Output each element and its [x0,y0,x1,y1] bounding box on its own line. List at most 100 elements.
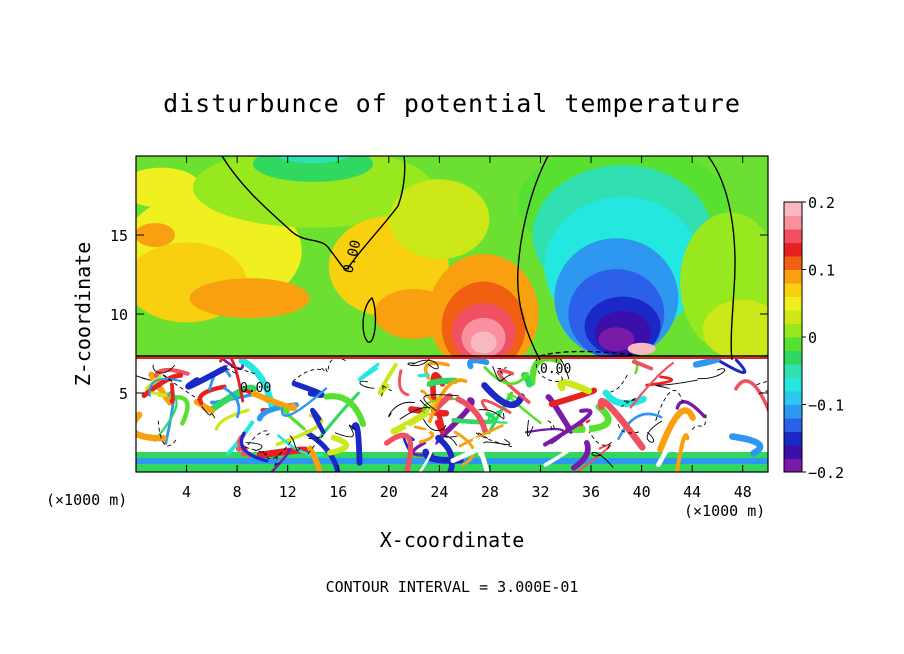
field-contour-fill [136,167,202,208]
contour-interval-note: CONTOUR INTERVAL = 3.000E-01 [326,578,579,596]
turbulence-streak [645,375,674,387]
plot-area [136,156,768,472]
turbulence-contour [388,401,415,418]
turbulence-streak [153,367,190,378]
turbulence-contour [691,414,707,431]
x-tick-label: 36 [582,483,600,501]
turbulence-contour [307,435,324,455]
turbulence-streak [270,448,292,472]
turbulence-streak [571,403,612,434]
zero-contour-line [707,156,736,361]
turbulence-contour [334,424,356,438]
chart-title: disturbunce of potential temperature [163,89,741,118]
colorbar-swatch [784,337,802,351]
turbulence-streak [384,432,414,472]
field-blobs [136,156,768,374]
turbulence-streak [197,384,227,406]
turbulence-contour [483,438,511,445]
x-axis-unit-left: (×1000 m) [46,491,127,509]
colorbar-tick-label: 0.1 [808,262,835,280]
colorbar: 0.2 0.1 0 −0.1 −0.2 [783,194,844,482]
turbulence-streak [570,440,591,471]
x-tick-label: 40 [633,483,651,501]
turbulence-streak [483,365,529,385]
turbulence-contour [273,455,281,467]
turbulence-contour [547,420,555,431]
turbulence-contour [152,364,176,374]
field-contour-fill [598,327,635,352]
turbulence-streak [413,425,435,444]
turbulence-contour [157,420,177,447]
turbulence-contour [655,379,698,389]
turbulence-contour [245,442,263,452]
colorbar-swatch [784,404,802,419]
field-contour-fill [702,299,768,360]
contour-label: 0.00 [540,362,571,377]
turbulence-streak [427,378,468,424]
y-axis: 5 10 15 [110,227,768,403]
turbulence-streak [239,431,269,463]
turbulence-streak [597,397,646,451]
zero-contour-line [516,156,549,361]
turbulence-streak [674,433,690,472]
turbulence-contour [609,374,628,393]
colorbar-swatch [784,323,802,338]
turbulence-contour [201,406,216,419]
turbulence-streak [307,445,323,472]
turbulence-contour [475,431,513,448]
turbulence-streak [467,357,490,370]
turbulence-streak [148,377,183,397]
turbulence-contour [478,409,505,420]
x-tick-label: 28 [481,483,499,501]
turbulence-streak [477,446,490,472]
colorbar-swatch [784,229,802,243]
turbulence-streak [718,358,747,375]
turbulence-streak [729,433,764,457]
colorbar-swatch [784,431,802,446]
field-contour-fill [252,156,373,182]
turbulence-streak [417,373,431,378]
turbulence-streak [434,411,446,435]
turbulence-streak [432,397,475,445]
turbulence-streak [629,361,675,409]
turbulence-contour [444,435,458,446]
zero-contour-line [362,296,377,343]
turbulence-streak [480,399,512,414]
colorbar-swatch [784,391,802,405]
zero-contour-line [221,156,406,270]
turbulence-contour [359,380,375,389]
turbulence-streak [497,368,531,404]
colorbar-swatch [784,458,802,473]
x-tick-label: 48 [734,483,752,501]
colorbar-swatch [784,283,802,297]
turbulence-contour [697,368,725,380]
turbulence-streak [455,396,489,435]
turbulence-streak [422,397,462,414]
turbulence-streak [250,390,298,411]
turbulence-contour [492,365,512,382]
turbulence-streak [487,407,508,424]
field-contour-fill [192,156,433,228]
turbulence-contour [497,367,507,375]
turbulence-contour [223,365,258,375]
turbulence-streak [150,391,168,398]
turbulence-contour [526,419,534,437]
field-contour-fill [470,331,497,354]
turbulence-streak [458,424,504,448]
turbulence-streak [223,386,241,419]
colorbar-swatch [784,377,802,392]
turbulence-streak [326,434,350,456]
y-tick-label: 5 [119,385,128,403]
negative-contour-line [539,350,641,357]
turbulence-contour [621,397,638,407]
turbulence-contour [399,399,431,420]
x-tick-label: 44 [683,483,701,501]
turbulence-contour [242,445,267,456]
turbulence-streak [351,422,363,466]
turbulence-streak [310,407,326,435]
colorbar-tick-label: 0 [808,329,817,347]
field-contour-fill [189,278,310,319]
turbulence-contour [407,357,431,367]
turbulence-streak [450,437,491,464]
